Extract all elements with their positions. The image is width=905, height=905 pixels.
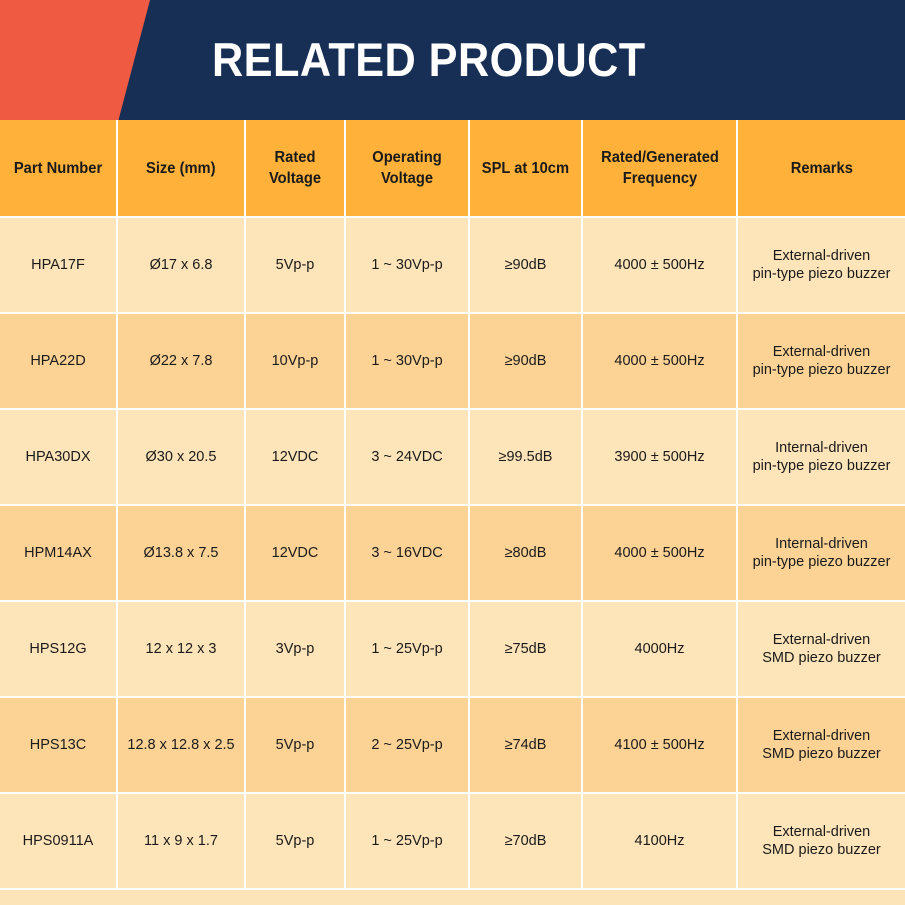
cell-remarks: External-driven SMD piezo buzzer: [736, 600, 905, 698]
remark-line: SMD piezo buzzer: [762, 650, 881, 666]
table-row: HPM14AX Ø13.8 x 7.5 12VDC 3 ~ 16VDC ≥80dB 400…: [0, 504, 905, 602]
cell-operating-voltage: 1 ~ 25Vp-p: [344, 600, 470, 698]
cell-remarks: External-driven SMD piezo buzzer: [736, 696, 905, 794]
cell-frequency: 4000 ± 500Hz: [581, 312, 738, 410]
cell-rated-voltage: 5Vp-p: [244, 792, 346, 890]
cell-frequency: 4000Hz: [581, 600, 738, 698]
cell-size: Ø22 x 7.8: [116, 312, 246, 410]
cell-part-number: HPS12G: [0, 600, 118, 698]
table-row: HPA17F Ø17 x 6.8 5Vp-p 1 ~ 30Vp-p ≥90dB 4000 …: [0, 216, 905, 314]
cell-size: Ø13.8 x 7.5: [116, 504, 246, 602]
cell-frequency: 4100 ± 500Hz: [581, 696, 738, 794]
remark-line: pin-type piezo buzzer: [752, 458, 891, 474]
cell-remarks: External-driven SMD piezo buzzer: [736, 792, 905, 890]
table-row: HPS12G 12 x 12 x 3 3Vp-p 1 ~ 25Vp-p ≥75dB 400…: [0, 600, 905, 698]
column-header-size: Size (mm): [116, 120, 246, 218]
header-banner: RELATED PRODUCT: [0, 0, 905, 120]
remark-line: External-driven: [772, 728, 871, 744]
remark-line: Internal-driven: [775, 536, 868, 552]
page-title: RELATED PRODUCT: [212, 33, 646, 86]
cell-rated-voltage: 3Vp-p: [244, 600, 346, 698]
table-header-row: Part Number Size (mm) Rated Voltage Oper…: [0, 120, 905, 218]
remark-line: SMD piezo buzzer: [762, 842, 881, 858]
cell-operating-voltage: 1 ~ 30Vp-p: [344, 216, 470, 314]
cell-part-number: HPS13C: [0, 696, 118, 794]
remark-line: External-driven: [772, 824, 871, 840]
remark-line: SMD piezo buzzer: [762, 746, 881, 762]
remark-line: External-driven: [772, 632, 871, 648]
cell-spl: ≥74dB: [468, 696, 583, 794]
cell-rated-voltage: 5Vp-p: [244, 216, 346, 314]
remark-line: Internal-driven: [775, 440, 868, 456]
cell-spl: ≥70dB: [468, 792, 583, 890]
cell-part-number: HPA30DX: [0, 408, 118, 506]
cell-spl: ≥75dB: [468, 600, 583, 698]
cell-frequency: 4100Hz: [581, 792, 738, 890]
cell-operating-voltage: 2 ~ 25Vp-p: [344, 696, 470, 794]
cell-spl: ≥90dB: [468, 312, 583, 410]
cell-size: Ø30 x 20.5: [116, 408, 246, 506]
cell-operating-voltage: 3 ~ 16VDC: [344, 504, 470, 602]
cell-remarks: External-driven pin-type piezo buzzer: [736, 312, 905, 410]
table-row: HPS13C 12.8 x 12.8 x 2.5 5Vp-p 2 ~ 25Vp-p ≥7…: [0, 696, 905, 794]
cell-spl: ≥99.5dB: [468, 408, 583, 506]
column-header-part-number: Part Number: [0, 120, 118, 218]
cell-size: Ø17 x 6.8: [116, 216, 246, 314]
cell-part-number: HPA22D: [0, 312, 118, 410]
remark-line: pin-type piezo buzzer: [752, 362, 891, 378]
column-header-frequency: Rated/Generated Frequency: [581, 120, 738, 218]
cell-frequency: 4000 ± 500Hz: [581, 504, 738, 602]
coral-accent-shape: [0, 0, 150, 120]
cell-spl: ≥90dB: [468, 216, 583, 314]
cell-size: 12 x 12 x 3: [116, 600, 246, 698]
cell-remarks: Internal-driven pin-type piezo buzzer: [736, 504, 905, 602]
cell-rated-voltage: 12VDC: [244, 408, 346, 506]
cell-remarks: Internal-driven pin-type piezo buzzer: [736, 408, 905, 506]
column-header-spl: SPL at 10cm: [468, 120, 583, 218]
cell-spl: ≥80dB: [468, 504, 583, 602]
cell-operating-voltage: 1 ~ 25Vp-p: [344, 792, 470, 890]
product-table: Part Number Size (mm) Rated Voltage Oper…: [0, 120, 905, 890]
cell-remarks: External-driven pin-type piezo buzzer: [736, 216, 905, 314]
cell-part-number: HPA17F: [0, 216, 118, 314]
table-row: HPS0911A 11 x 9 x 1.7 5Vp-p 1 ~ 25Vp-p ≥70dB…: [0, 792, 905, 890]
column-header-rated-voltage: Rated Voltage: [244, 120, 346, 218]
cell-part-number: HPM14AX: [0, 504, 118, 602]
column-header-operating-voltage: Operating Voltage: [344, 120, 470, 218]
cell-rated-voltage: 10Vp-p: [244, 312, 346, 410]
cell-part-number: HPS0911A: [0, 792, 118, 890]
cell-operating-voltage: 1 ~ 30Vp-p: [344, 312, 470, 410]
remark-line: External-driven: [772, 248, 871, 264]
cell-rated-voltage: 5Vp-p: [244, 696, 346, 794]
table-row: HPA22D Ø22 x 7.8 10Vp-p 1 ~ 30Vp-p ≥90dB 4000…: [0, 312, 905, 410]
cell-operating-voltage: 3 ~ 24VDC: [344, 408, 470, 506]
cell-frequency: 3900 ± 500Hz: [581, 408, 738, 506]
cell-frequency: 4000 ± 500Hz: [581, 216, 738, 314]
cell-rated-voltage: 12VDC: [244, 504, 346, 602]
column-header-remarks: Remarks: [736, 120, 905, 218]
remark-line: pin-type piezo buzzer: [752, 554, 891, 570]
remark-line: External-driven: [772, 344, 871, 360]
remark-line: pin-type piezo buzzer: [752, 266, 891, 282]
cell-size: 12.8 x 12.8 x 2.5: [116, 696, 246, 794]
table-row: HPA30DX Ø30 x 20.5 12VDC 3 ~ 24VDC ≥99.5dB 39…: [0, 408, 905, 506]
cell-size: 11 x 9 x 1.7: [116, 792, 246, 890]
